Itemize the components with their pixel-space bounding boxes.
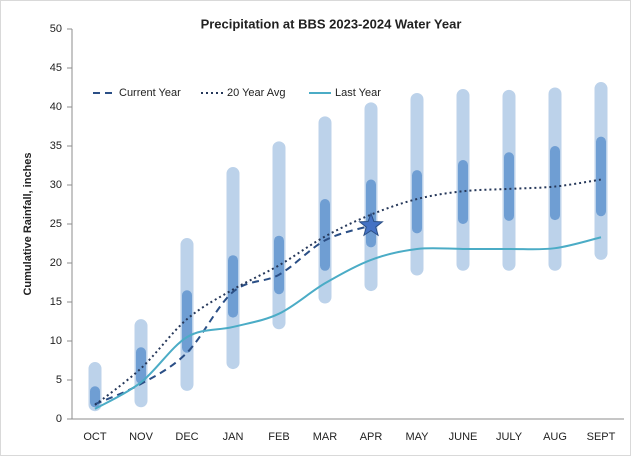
current-marker: [358, 212, 384, 237]
y-axis-label: Cumulative Rainfall, inches: [22, 152, 34, 295]
x-tick-label: MAY: [405, 431, 429, 443]
range-bar: [228, 255, 238, 318]
range-bar: [320, 199, 330, 271]
x-tick-label: SEPT: [587, 431, 616, 443]
legend-label: Current Year: [119, 87, 181, 99]
x-tick-label: FEB: [268, 431, 289, 443]
y-tick-label: 30: [50, 179, 62, 191]
y-tick-label: 20: [50, 257, 62, 269]
x-tick-label: JUNE: [449, 431, 478, 443]
y-tick-label: 50: [50, 23, 62, 35]
legend-label: 20 Year Avg: [227, 87, 286, 99]
range-bar: [90, 386, 100, 408]
range-bar: [550, 146, 560, 221]
x-tick-label: JAN: [223, 431, 244, 443]
range-bar: [504, 152, 514, 221]
y-tick-label: 40: [50, 101, 62, 113]
y-tick-label: 0: [56, 413, 62, 425]
y-tick-label: 15: [50, 296, 62, 308]
x-tick-label: JULY: [496, 431, 523, 443]
x-tick-label: DEC: [175, 431, 198, 443]
range-bar: [136, 347, 146, 384]
x-tick-label: AUG: [543, 431, 567, 443]
y-tick-label: 45: [50, 62, 62, 74]
range-bar: [596, 136, 606, 217]
range-bar: [274, 235, 284, 295]
legend-label: Last Year: [335, 87, 381, 99]
range-bar: [182, 290, 192, 353]
title-box: [182, 14, 482, 36]
y-tick-label: 25: [50, 218, 62, 230]
series-line: [94, 236, 602, 410]
x-tick-label: MAR: [313, 431, 338, 443]
x-tick-label: APR: [360, 431, 383, 443]
y-tick-label: 5: [56, 374, 62, 386]
series-line: [94, 224, 372, 406]
chart-title: Precipitation at BBS 2023-2024 Water Yea…: [201, 16, 462, 31]
y-tick-label: 35: [50, 140, 62, 152]
range-bar: [458, 160, 468, 224]
range-bar: [272, 141, 286, 330]
x-tick-label: OCT: [83, 431, 107, 443]
x-tick-label: NOV: [129, 431, 154, 443]
y-tick-label: 10: [50, 335, 62, 347]
range-bar: [412, 170, 422, 234]
series-line: [94, 178, 602, 406]
